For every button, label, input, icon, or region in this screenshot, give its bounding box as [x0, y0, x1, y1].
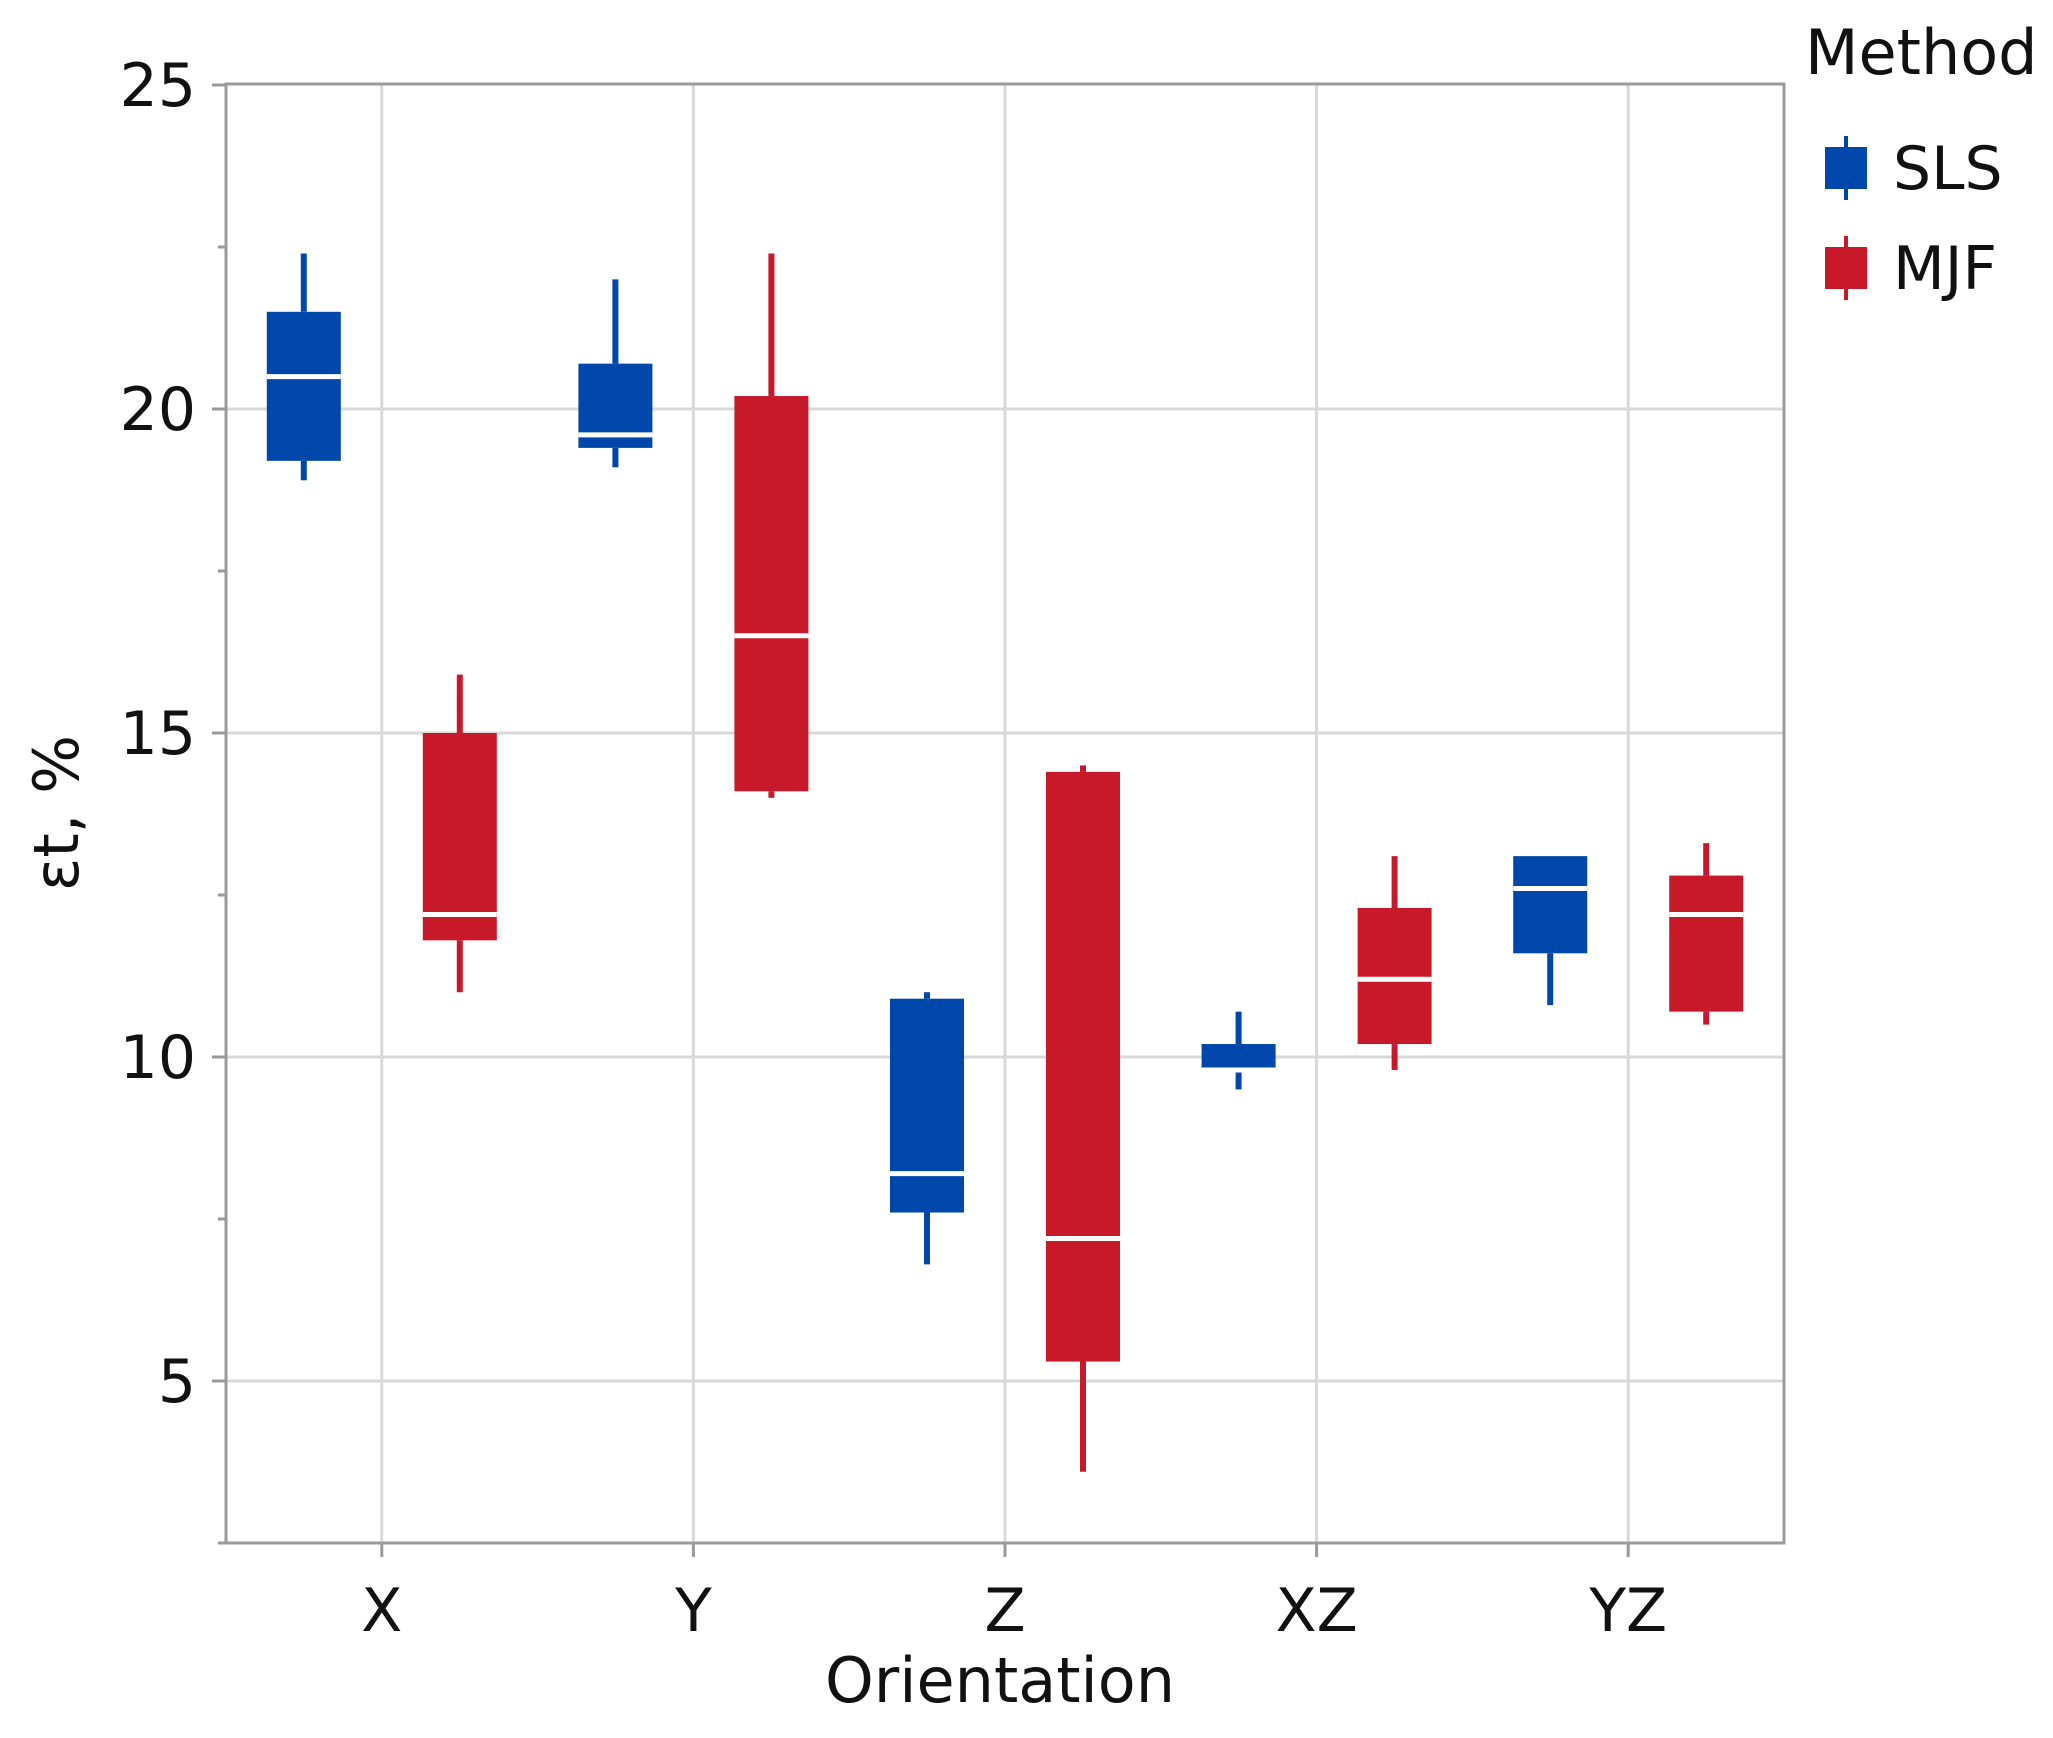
legend-swatch: [1825, 247, 1867, 289]
box-sls-xz: [1201, 1011, 1276, 1090]
box-body: [422, 733, 497, 941]
legend: Method SLS MJF: [1805, 16, 2038, 304]
legend-swatch: [1825, 147, 1867, 189]
x-tick-label: X: [361, 1576, 402, 1646]
x-tick-label: YZ: [1588, 1576, 1667, 1646]
boxes: [266, 253, 1744, 1472]
box-sls-y: [578, 279, 653, 468]
box-sls-z: [890, 992, 964, 1265]
x-tick-label: Y: [674, 1576, 712, 1646]
box-body: [890, 998, 964, 1213]
box-mjf-xz: [1357, 856, 1432, 1070]
box-mjf-x: [422, 674, 497, 993]
x-tick-label: Z: [984, 1576, 1025, 1646]
box-sls-yz: [1513, 856, 1588, 1006]
box-body: [1357, 907, 1432, 1045]
y-tick-label: 15: [120, 699, 196, 769]
legend-title: Method: [1805, 16, 2038, 89]
y-axis-title: εt, %: [20, 735, 93, 891]
box-body: [1513, 856, 1588, 954]
box-body: [734, 396, 809, 792]
box-mjf-y: [734, 253, 809, 798]
y-tick-label: 20: [120, 375, 196, 445]
x-axis-ticks: X Y Z XZ YZ: [361, 1543, 1667, 1646]
box-body: [1201, 1044, 1276, 1070]
legend-item-mjf: MJF: [1825, 234, 1997, 304]
legend-label: SLS: [1893, 134, 2003, 204]
box-sls-x: [266, 253, 341, 481]
box-mjf-z: [1046, 765, 1120, 1472]
y-tick-label: 10: [120, 1023, 196, 1093]
legend-label: MJF: [1893, 234, 1997, 304]
box-body: [266, 311, 341, 461]
x-axis-title: Orientation: [825, 1644, 1175, 1717]
box-mjf-yz: [1669, 843, 1744, 1025]
y-tick-label: 5: [158, 1347, 196, 1417]
box-body: [1669, 875, 1744, 1012]
legend-item-sls: SLS: [1825, 134, 2003, 204]
y-tick-label: 25: [120, 51, 196, 121]
y-axis-ticks: 5 10 15 20 25: [120, 51, 226, 1545]
box-body: [1046, 771, 1120, 1362]
x-tick-label: XZ: [1275, 1576, 1357, 1646]
